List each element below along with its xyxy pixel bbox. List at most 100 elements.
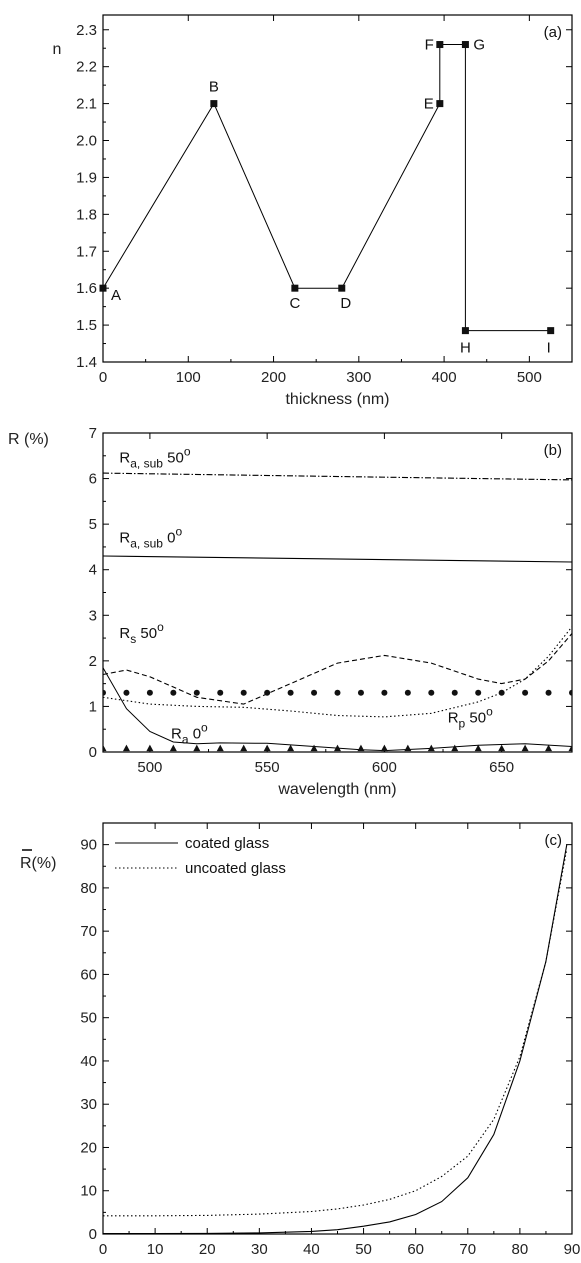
triangle-marker — [451, 744, 459, 752]
triangle-marker — [240, 744, 248, 752]
circle-marker — [522, 689, 529, 696]
data-point-B — [210, 100, 218, 108]
point-label-F: F — [425, 37, 434, 54]
y-tick-label: 0 — [89, 744, 97, 761]
x-tick-label: 650 — [489, 759, 514, 776]
data-point-E — [436, 100, 444, 108]
legend-label: uncoated glass — [185, 860, 286, 877]
circle-marker — [428, 689, 435, 696]
curve-label-value: 50 — [136, 625, 157, 642]
triangle-marker — [287, 744, 295, 752]
curve-label-degree: o — [184, 445, 191, 459]
triangle-marker — [498, 744, 506, 752]
y-tick-label: 1.9 — [76, 169, 97, 186]
y-tick-label: 1 — [89, 698, 97, 715]
triangle-marker — [427, 744, 435, 752]
x-tick-label: 10 — [147, 1241, 164, 1258]
point-label-E: E — [424, 96, 434, 113]
triangle-marker — [380, 744, 388, 752]
x-tick-label: 200 — [261, 369, 286, 386]
y-tick-label: 40 — [80, 1053, 97, 1070]
triangle-marker — [545, 744, 553, 752]
x-tick-label: 70 — [459, 1241, 476, 1258]
y-tick-label: 7 — [89, 425, 97, 442]
y-tick-label: 5 — [89, 516, 97, 533]
data-point-C — [291, 284, 299, 292]
y-tick-label: 1.7 — [76, 243, 97, 260]
point-label-D: D — [340, 295, 351, 312]
curve-label-degree: o — [486, 704, 493, 718]
y-tick-label: 70 — [80, 923, 97, 940]
curve-label-value: 50 — [465, 709, 486, 726]
circle-marker — [217, 689, 224, 696]
x-tick-label: 80 — [512, 1241, 529, 1258]
x-tick-label: 300 — [346, 369, 371, 386]
point-label-C: C — [289, 295, 300, 312]
x-tick-label: 550 — [255, 759, 280, 776]
data-point-D — [338, 284, 346, 292]
circle-marker — [103, 689, 106, 696]
curve-label-main: R — [119, 450, 130, 467]
x-tick-label: 500 — [137, 759, 162, 776]
y-tick-label: 90 — [80, 837, 97, 854]
triangle-marker — [169, 744, 177, 752]
curve-label-sub: a — [182, 732, 189, 746]
curve-label: Ra 0o — [171, 720, 208, 746]
curve-label-sub: a, sub — [130, 457, 163, 471]
y-tick-label: 80 — [80, 880, 97, 897]
circle-marker — [240, 689, 247, 696]
circle-marker — [569, 689, 572, 696]
plot-area — [103, 472, 572, 752]
panel-a: 0 100 200 300 400 500 1.4 1.5 1.6 1.7 1.8 1.9 2.0 2.1… — [53, 14, 573, 408]
y-tick-label: 2.0 — [76, 133, 97, 150]
point-label-A: A — [111, 287, 121, 304]
point-label-H: H — [460, 340, 471, 357]
triangle-marker — [521, 744, 529, 752]
x-tick-label: 0 — [99, 1241, 107, 1258]
y-tick-label: 2.3 — [76, 22, 97, 39]
y-tick-label: 10 — [80, 1183, 97, 1200]
y-tick-label: 1.6 — [76, 280, 97, 297]
circle-marker — [170, 689, 177, 696]
series-line-index-profile — [102, 44, 551, 332]
series-line-2 — [103, 633, 572, 705]
data-point-H — [461, 327, 469, 335]
point-label-G: G — [473, 37, 485, 54]
y-tick-label: 0 — [89, 1226, 97, 1243]
x-tick-label: 600 — [372, 759, 397, 776]
triangle-marker — [334, 744, 341, 752]
y-tick-label: 1.4 — [76, 354, 97, 371]
plot-frame — [102, 432, 573, 753]
plot-frame — [102, 14, 573, 363]
x-tick-label: 100 — [176, 369, 201, 386]
x-tick-label: 50 — [355, 1241, 372, 1258]
data-point-G — [461, 41, 469, 49]
curve-label-sub: a, sub — [130, 536, 163, 550]
triangle-marker — [568, 744, 572, 752]
curve-label: Rp 50o — [448, 704, 493, 730]
x-axis-title: thickness (nm) — [285, 391, 389, 408]
y-tick-label: 1.8 — [76, 206, 97, 223]
y-axis-title: n — [53, 41, 62, 58]
series-line-3 — [103, 626, 572, 718]
curve-label-value: 0 — [163, 529, 176, 546]
triangle-marker — [146, 744, 154, 752]
curve-label-degree: o — [201, 720, 208, 734]
x-tick-label: 90 — [564, 1241, 581, 1258]
panel-c: 01020304050607080900102030405060708090an… — [20, 822, 581, 1258]
circle-marker — [146, 689, 153, 696]
y-axis-title: R (%) — [8, 431, 49, 448]
circle-marker — [357, 689, 364, 696]
circle-marker — [287, 689, 294, 696]
circle-marker — [193, 689, 200, 696]
y-tick-label: 2.2 — [76, 59, 97, 76]
circle-marker — [264, 689, 271, 696]
triangle-marker — [103, 744, 107, 752]
x-axis-title: wavelength (nm) — [277, 781, 396, 798]
y-tick-label: 30 — [80, 1096, 97, 1113]
x-tick-label: 60 — [407, 1241, 424, 1258]
triangle-marker — [193, 744, 201, 752]
series-line-1 — [103, 848, 568, 1217]
circle-marker — [381, 689, 388, 696]
